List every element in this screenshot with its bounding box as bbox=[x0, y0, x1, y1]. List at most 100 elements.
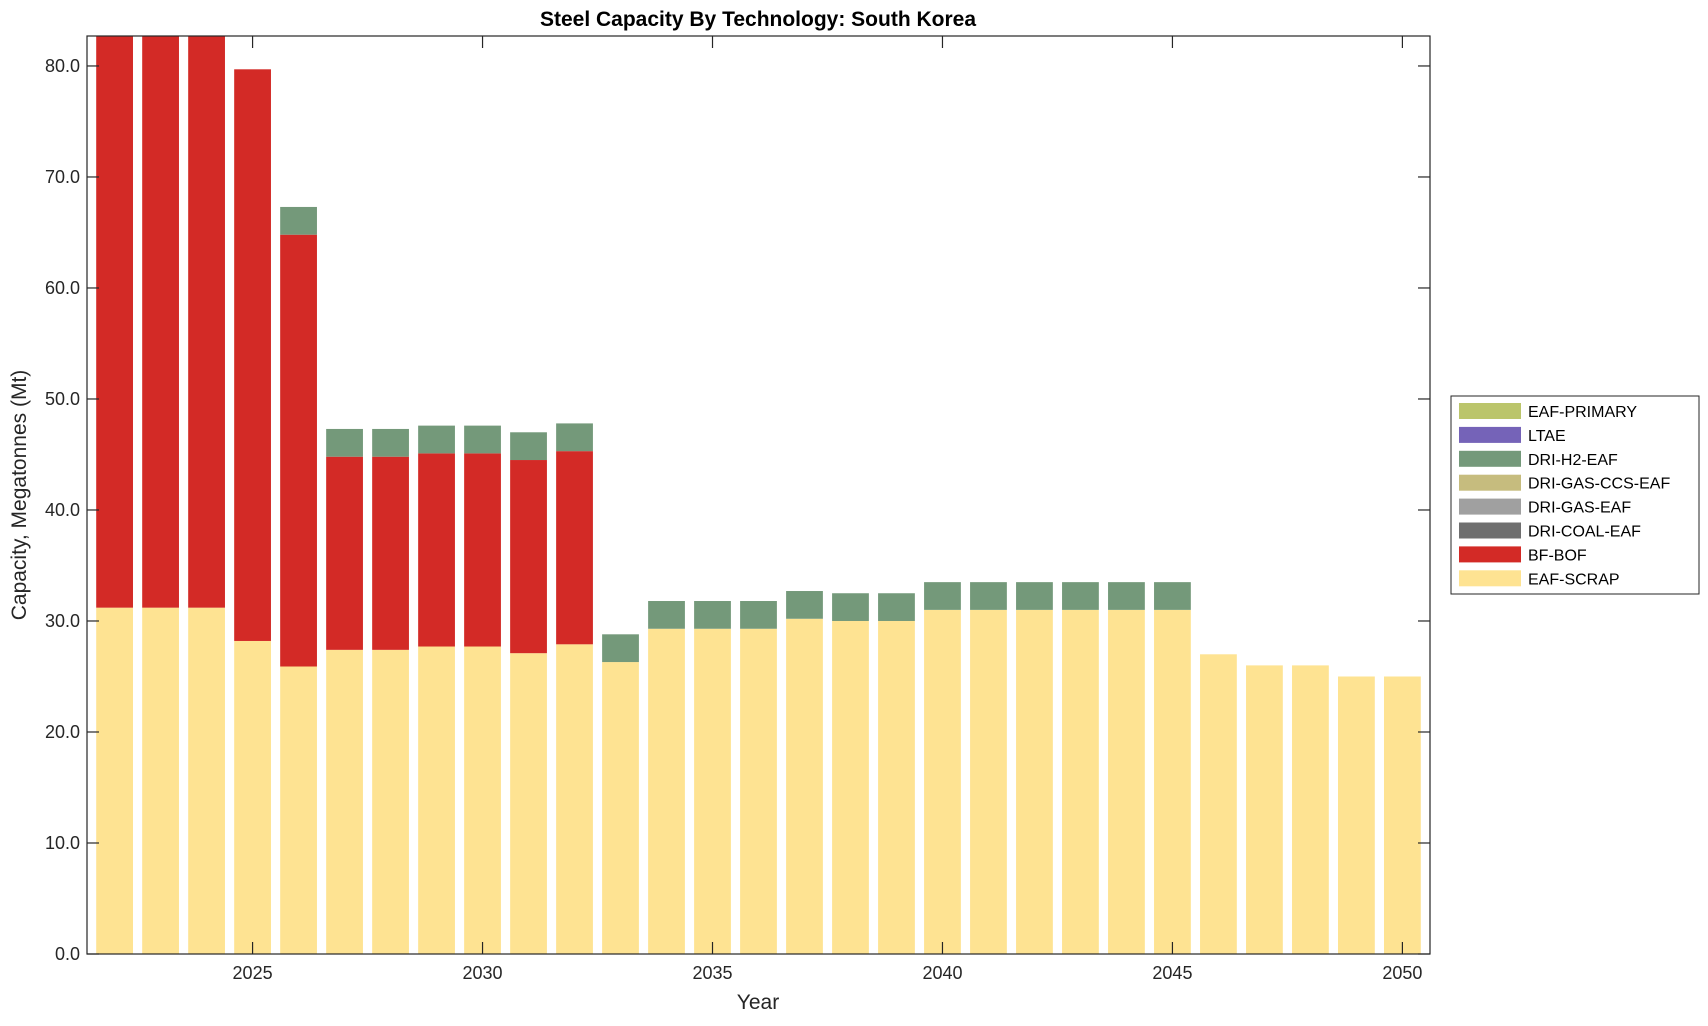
x-tick-label: 2025 bbox=[233, 963, 273, 983]
bar-bf-bof-2023 bbox=[142, 36, 179, 608]
bar-eaf-scrap-2045 bbox=[1154, 609, 1191, 954]
bar-eaf-scrap-2029 bbox=[418, 646, 455, 954]
legend-label-ltae: LTAE bbox=[1528, 428, 1566, 445]
ticks-layer: 0.0 10.0 20.0 30.0 40.0 50.0 60.0 70.0 80.0 2025 2… bbox=[45, 36, 1430, 983]
legend: EAF-PRIMARY LTAE DRI-H2-EAF DRI-GAS-CCS-EAF… bbox=[1450, 395, 1700, 595]
bar-eaf-scrap-2042 bbox=[1016, 609, 1053, 954]
bar-dri-h2-eaf-2037 bbox=[786, 591, 823, 619]
bars-layer bbox=[96, 36, 1421, 954]
y-tick-label: 50.0 bbox=[45, 389, 80, 409]
bar-eaf-scrap-2038 bbox=[832, 620, 869, 954]
legend-label-eaf-primary: EAF-PRIMARY bbox=[1528, 404, 1637, 421]
legend-swatch-dri-gas-ccs-eaf bbox=[1459, 474, 1521, 491]
bar-dri-h2-eaf-2034 bbox=[648, 601, 685, 629]
legend-label-dri-h2-eaf: DRI-H2-EAF bbox=[1528, 452, 1618, 469]
bar-eaf-scrap-2031 bbox=[510, 653, 547, 954]
y-tick-label: 0.0 bbox=[55, 944, 80, 964]
bar-eaf-scrap-2046 bbox=[1200, 654, 1237, 954]
bar-dri-h2-eaf-2032 bbox=[556, 423, 593, 452]
bar-eaf-scrap-2040 bbox=[924, 609, 961, 954]
bar-dri-h2-eaf-2042 bbox=[1016, 582, 1053, 610]
bar-bf-bof-2028 bbox=[372, 456, 409, 650]
bar-dri-h2-eaf-2044 bbox=[1108, 582, 1145, 610]
bar-eaf-scrap-2026 bbox=[280, 666, 317, 954]
bar-eaf-scrap-2022 bbox=[96, 607, 133, 954]
y-tick-label: 30.0 bbox=[45, 611, 80, 631]
y-axis-label: Capacity, Megatonnes (Mt) bbox=[8, 370, 31, 621]
bar-dri-h2-eaf-2029 bbox=[418, 425, 455, 454]
bar-eaf-scrap-2049 bbox=[1338, 676, 1375, 954]
bar-bf-bof-2029 bbox=[418, 453, 455, 647]
bar-eaf-scrap-2025 bbox=[234, 640, 271, 954]
bar-dri-h2-eaf-2036 bbox=[740, 601, 777, 629]
bar-dri-h2-eaf-2045 bbox=[1154, 582, 1191, 610]
bar-dri-h2-eaf-2026 bbox=[280, 206, 317, 235]
bar-eaf-scrap-2034 bbox=[648, 628, 685, 954]
bar-dri-h2-eaf-2033 bbox=[602, 634, 639, 663]
bar-eaf-scrap-2024 bbox=[188, 607, 225, 954]
bar-eaf-scrap-2028 bbox=[372, 649, 409, 954]
bar-dri-h2-eaf-2035 bbox=[694, 601, 731, 629]
legend-swatch-eaf-scrap bbox=[1459, 570, 1521, 587]
bar-bf-bof-2026 bbox=[280, 234, 317, 667]
bar-dri-h2-eaf-2028 bbox=[372, 428, 409, 457]
bar-eaf-scrap-2027 bbox=[326, 649, 363, 954]
bar-dri-h2-eaf-2040 bbox=[924, 582, 961, 610]
x-axis-label: Year bbox=[737, 991, 779, 1014]
bar-eaf-scrap-2047 bbox=[1246, 665, 1283, 954]
bar-eaf-scrap-2036 bbox=[740, 628, 777, 954]
bar-eaf-scrap-2043 bbox=[1062, 609, 1099, 954]
chart-title: Steel Capacity By Technology: South Kore… bbox=[540, 8, 976, 31]
bar-bf-bof-2030 bbox=[464, 453, 501, 647]
bar-dri-h2-eaf-2027 bbox=[326, 428, 363, 457]
bar-eaf-scrap-2033 bbox=[602, 662, 639, 954]
bar-dri-h2-eaf-2031 bbox=[510, 432, 547, 461]
bar-bf-bof-2031 bbox=[510, 460, 547, 654]
x-tick-label: 2050 bbox=[1382, 963, 1422, 983]
bar-bf-bof-2027 bbox=[326, 456, 363, 650]
legend-swatch-ltae bbox=[1459, 426, 1521, 443]
bar-eaf-scrap-2035 bbox=[694, 628, 731, 954]
legend-swatch-dri-gas-eaf bbox=[1459, 498, 1521, 515]
bar-eaf-scrap-2037 bbox=[786, 618, 823, 954]
legend-swatch-dri-coal-eaf bbox=[1459, 522, 1521, 539]
bar-bf-bof-2032 bbox=[556, 451, 593, 645]
bar-eaf-scrap-2044 bbox=[1108, 609, 1145, 954]
plot-frame bbox=[86, 35, 1431, 955]
y-tick-label: 60.0 bbox=[45, 278, 80, 298]
legend-label-dri-coal-eaf: DRI-COAL-EAF bbox=[1528, 524, 1641, 541]
bar-eaf-scrap-2050 bbox=[1384, 676, 1421, 954]
bar-bf-bof-2025 bbox=[234, 69, 271, 641]
x-tick-label: 2045 bbox=[1152, 963, 1192, 983]
bar-eaf-scrap-2030 bbox=[464, 646, 501, 954]
bar-bf-bof-2024 bbox=[188, 36, 225, 608]
bar-dri-h2-eaf-2043 bbox=[1062, 582, 1099, 610]
bar-eaf-scrap-2023 bbox=[142, 607, 179, 954]
bar-bf-bof-2022 bbox=[96, 36, 133, 608]
legend-label-dri-gas-eaf: DRI-GAS-EAF bbox=[1528, 500, 1631, 517]
bar-dri-h2-eaf-2030 bbox=[464, 425, 501, 454]
legend-label-bf-bof: BF-BOF bbox=[1528, 547, 1587, 564]
legend-label-eaf-scrap: EAF-SCRAP bbox=[1528, 571, 1620, 588]
x-tick-label: 2040 bbox=[922, 963, 962, 983]
legend-swatch-dri-h2-eaf bbox=[1459, 450, 1521, 467]
bar-dri-h2-eaf-2039 bbox=[878, 593, 915, 621]
y-tick-label: 20.0 bbox=[45, 722, 80, 742]
y-tick-label: 70.0 bbox=[45, 167, 80, 187]
y-tick-label: 40.0 bbox=[45, 500, 80, 520]
bar-dri-h2-eaf-2041 bbox=[970, 582, 1007, 610]
bar-eaf-scrap-2048 bbox=[1292, 665, 1329, 954]
y-tick-label: 80.0 bbox=[45, 56, 80, 76]
legend-swatch-eaf-primary bbox=[1459, 403, 1521, 419]
x-tick-label: 2035 bbox=[692, 963, 732, 983]
y-tick-label: 10.0 bbox=[45, 833, 80, 853]
bar-dri-h2-eaf-2038 bbox=[832, 593, 869, 621]
x-tick-label: 2030 bbox=[463, 963, 503, 983]
bar-eaf-scrap-2041 bbox=[970, 609, 1007, 954]
bar-eaf-scrap-2032 bbox=[556, 644, 593, 954]
legend-swatch-bf-bof bbox=[1459, 546, 1521, 563]
legend-label-dri-gas-ccs-eaf: DRI-GAS-CCS-EAF bbox=[1528, 476, 1670, 493]
bar-eaf-scrap-2039 bbox=[878, 620, 915, 954]
